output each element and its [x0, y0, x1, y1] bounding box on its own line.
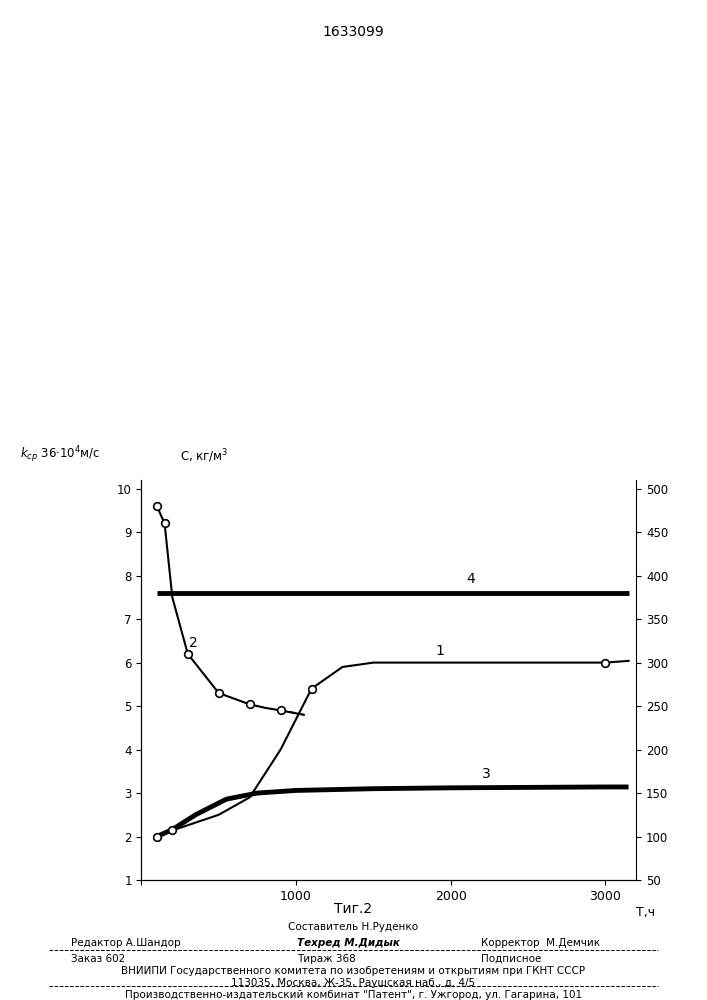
Text: 1633099: 1633099 — [322, 25, 385, 39]
Text: Корректор  М.Демчик: Корректор М.Демчик — [481, 938, 600, 948]
Text: Производственно-издательский комбинат "Патент", г. Ужгород, ул. Гагарина, 101: Производственно-издательский комбинат "П… — [125, 990, 582, 1000]
Text: ВНИИПИ Государственного комитета по изобретениям и открытиям при ГКНТ СССР: ВНИИПИ Государственного комитета по изоб… — [122, 966, 585, 976]
Text: Τиг.2: Τиг.2 — [334, 902, 373, 916]
Text: Составитель Н.Руденко: Составитель Н.Руденко — [288, 922, 419, 932]
Text: T,ч: T,ч — [636, 906, 655, 919]
Text: 113035, Москва, Ж-35, Раушская наб., д. 4/5: 113035, Москва, Ж-35, Раушская наб., д. … — [231, 978, 476, 988]
Text: C, кг/м$^3$: C, кг/м$^3$ — [180, 447, 228, 465]
Text: 2: 2 — [189, 636, 198, 650]
Text: Подписное: Подписное — [481, 954, 541, 964]
Text: 1: 1 — [436, 644, 444, 658]
Text: $k_{cp}$ 36·10$^4$м/с: $k_{cp}$ 36·10$^4$м/с — [20, 444, 100, 465]
Text: 3: 3 — [481, 767, 491, 781]
Text: Техред М.Дидык: Техред М.Дидык — [297, 938, 400, 948]
Text: Тираж 368: Тираж 368 — [297, 954, 356, 964]
Text: Редактор А.Шандор: Редактор А.Шандор — [71, 938, 180, 948]
Text: 4: 4 — [466, 572, 475, 586]
Text: Заказ 602: Заказ 602 — [71, 954, 125, 964]
